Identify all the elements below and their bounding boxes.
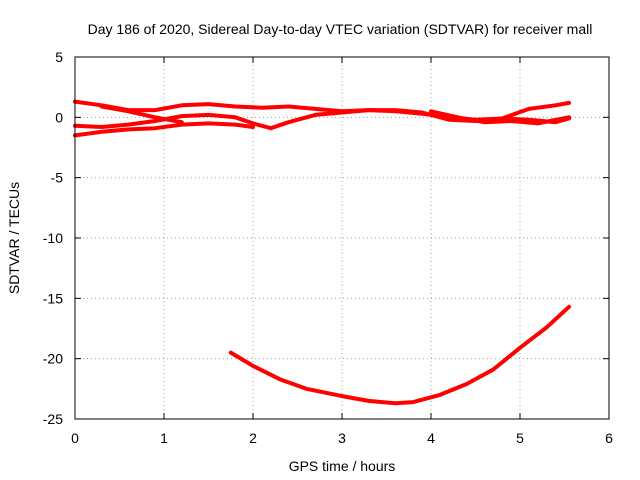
grid-lines: [75, 57, 609, 419]
axis-ticks: 0 1 2 3 4 5 6 5 0 -5 -10 -15 -20 -25: [43, 49, 613, 446]
x-tick-label: 1: [160, 430, 168, 446]
y-tick-label: 0: [55, 109, 63, 125]
series-layer: [73, 99, 571, 406]
x-tick-label: 6: [605, 430, 613, 446]
y-tick-label: -25: [43, 411, 63, 427]
chart-title: Day 186 of 2020, Sidereal Day-to-day VTE…: [88, 21, 593, 37]
y-tick-label: 5: [55, 49, 63, 65]
series-track-e: [429, 109, 571, 126]
series-track-f: [228, 304, 571, 406]
y-tick-label: -15: [43, 290, 63, 306]
x-tick-label: 3: [338, 430, 346, 446]
x-tick-label: 0: [71, 430, 79, 446]
series-track-b: [73, 108, 571, 131]
x-axis-title: GPS time / hours: [289, 458, 396, 474]
y-axis-title: SDTVAR / TECUs: [6, 182, 22, 294]
y-tick-label: -10: [43, 230, 63, 246]
y-tick-label: -20: [43, 351, 63, 367]
series-track-d: [99, 104, 184, 125]
series-track-c: [73, 121, 255, 138]
x-tick-label: 4: [427, 430, 435, 446]
y-tick-label: -5: [51, 170, 64, 186]
x-tick-label: 5: [516, 430, 524, 446]
x-tick-label: 2: [249, 430, 257, 446]
